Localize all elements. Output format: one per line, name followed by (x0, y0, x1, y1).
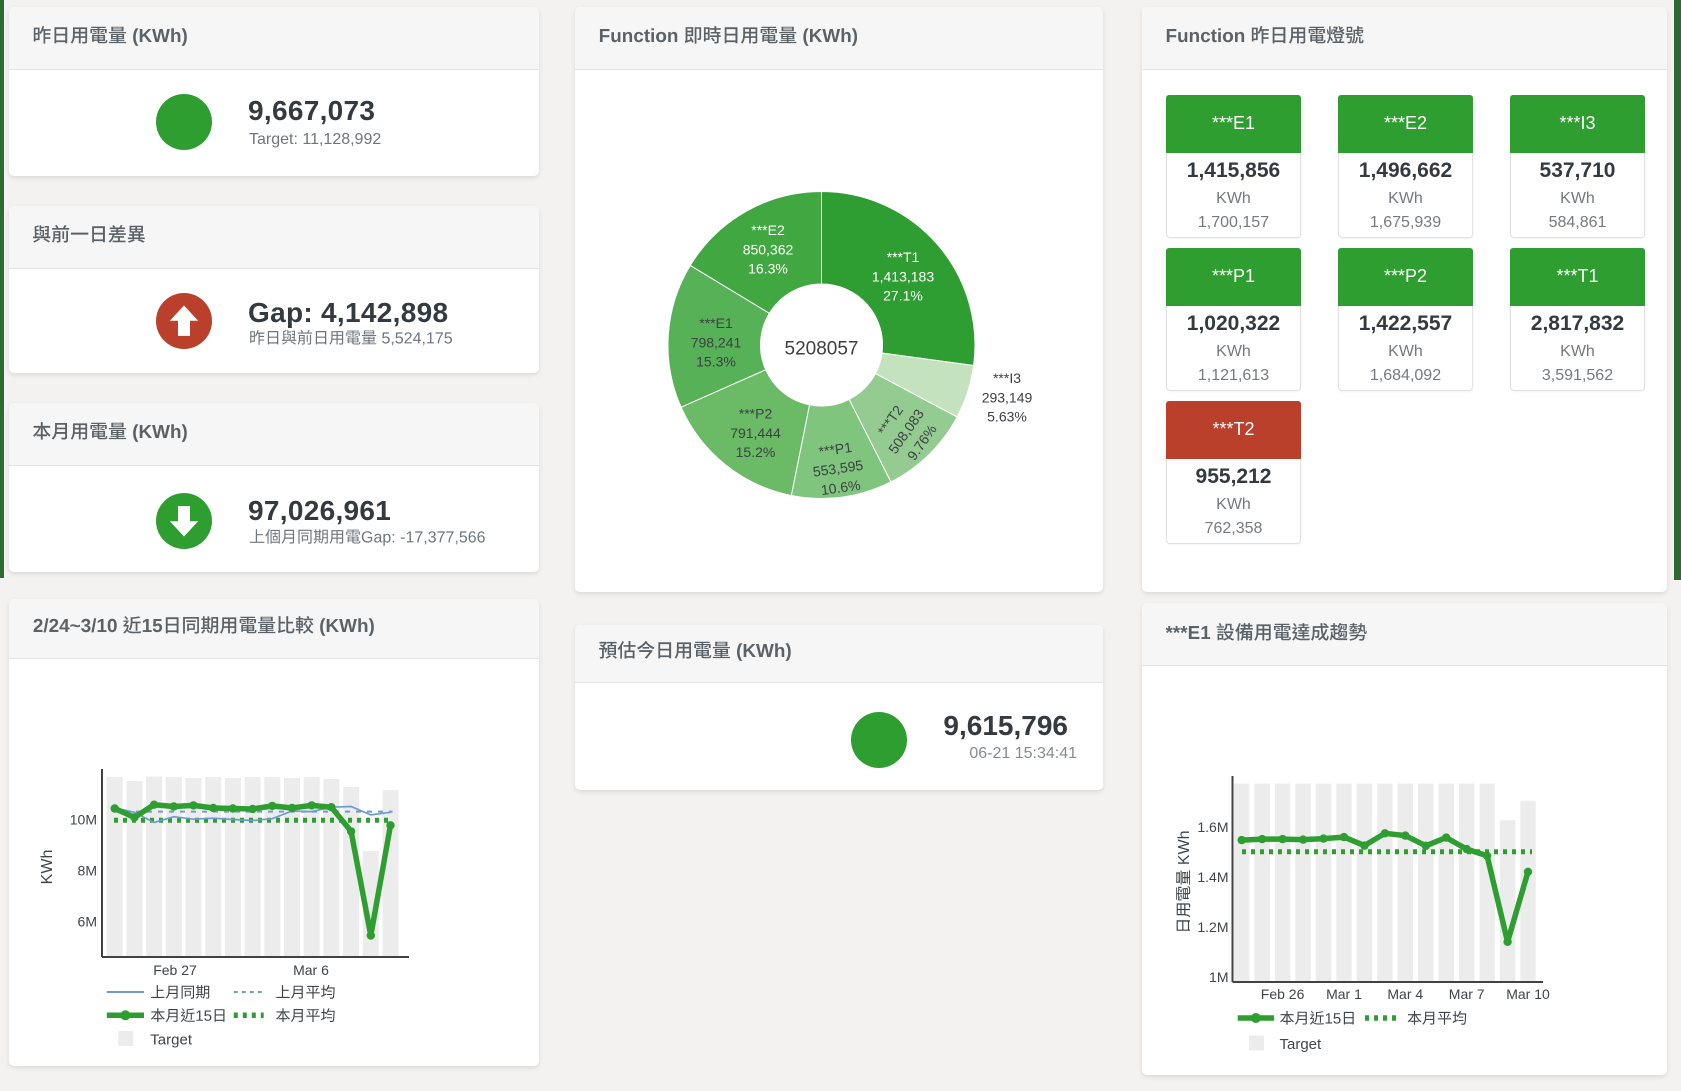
svg-text:15.2%: 15.2% (736, 444, 776, 460)
svg-text:553,595: 553,595 (812, 457, 865, 480)
svg-text:27.1%: 27.1% (883, 288, 923, 304)
svg-text:Mar 6: Mar 6 (293, 962, 329, 978)
svg-text:***T1: ***T1 (887, 249, 920, 265)
svg-text:1M: 1M (1209, 969, 1228, 985)
svg-text:***P1: ***P1 (818, 439, 854, 460)
svg-text:***I3: ***I3 (993, 370, 1021, 386)
svg-text:6M: 6M (78, 914, 97, 930)
svg-text:10.6%: 10.6% (820, 477, 862, 498)
svg-text:850,362: 850,362 (743, 241, 794, 257)
svg-text:5.63%: 5.63% (987, 409, 1027, 425)
svg-text:16.3%: 16.3% (748, 261, 788, 277)
svg-text:15.3%: 15.3% (696, 354, 736, 370)
svg-text:8M: 8M (78, 863, 97, 879)
svg-text:***E1: ***E1 (699, 315, 733, 331)
svg-text:1.6M: 1.6M (1197, 819, 1228, 835)
svg-text:Mar 10: Mar 10 (1506, 986, 1550, 1002)
svg-text:Mar 4: Mar 4 (1387, 986, 1423, 1002)
svg-text:Target: Target (150, 1032, 193, 1049)
svg-text:791,444: 791,444 (730, 425, 781, 441)
svg-text:Mar 7: Mar 7 (1449, 986, 1485, 1002)
svg-text:KWh: KWh (39, 850, 56, 885)
svg-text:798,241: 798,241 (691, 334, 742, 350)
svg-text:1.4M: 1.4M (1197, 869, 1228, 885)
svg-text:10M: 10M (70, 812, 97, 828)
svg-text:***E2: ***E2 (751, 222, 785, 238)
svg-text:5208057: 5208057 (785, 339, 859, 360)
svg-text:Mar 1: Mar 1 (1326, 986, 1362, 1002)
svg-text:Feb 27: Feb 27 (153, 962, 197, 978)
svg-text:1.2M: 1.2M (1197, 919, 1228, 935)
svg-text:Target: Target (1280, 1036, 1323, 1053)
svg-text:293,149: 293,149 (982, 389, 1033, 405)
svg-text:1,413,183: 1,413,183 (872, 268, 934, 284)
svg-text:***P2: ***P2 (739, 406, 773, 422)
svg-text:Feb 26: Feb 26 (1261, 986, 1305, 1002)
